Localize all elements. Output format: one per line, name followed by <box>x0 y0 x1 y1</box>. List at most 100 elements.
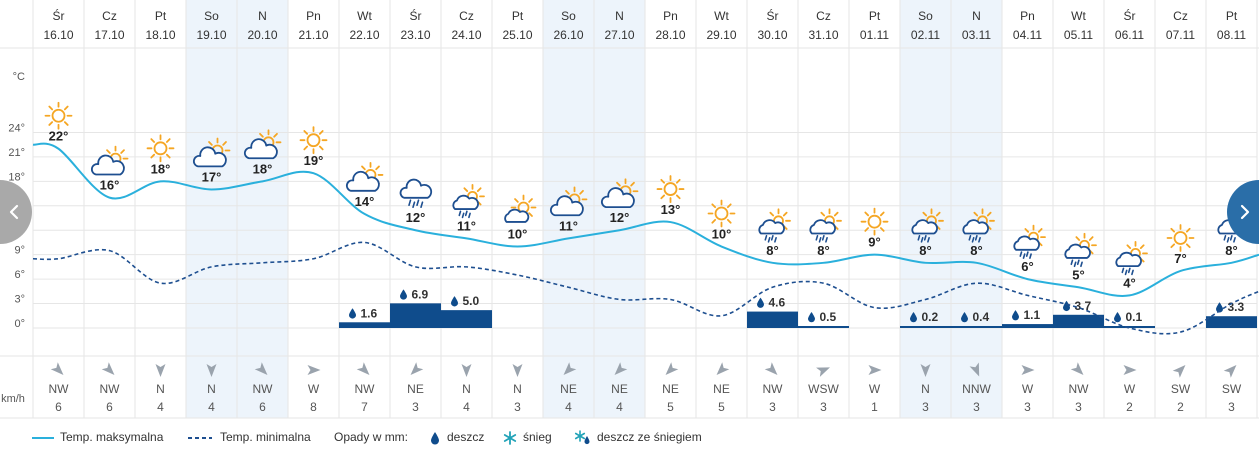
precip-value: 0.2 <box>922 310 939 324</box>
rain-drop-icon <box>451 296 458 307</box>
legend-precip-title: Opady w mm: <box>334 430 409 444</box>
cloud-icon <box>192 146 227 168</box>
weather-icon <box>962 208 995 243</box>
cloud-icon <box>1064 243 1091 259</box>
precip-bar <box>1053 314 1104 328</box>
precip-label: 0.2 <box>910 310 939 324</box>
precip-bar <box>1206 316 1257 328</box>
precip-value: 5.0 <box>463 294 480 308</box>
wind-direction: N <box>207 382 216 396</box>
weather-icon <box>860 207 889 236</box>
tmax-value: 7° <box>1174 251 1186 266</box>
precip-label: 0.4 <box>961 310 990 324</box>
weather-icon <box>707 199 736 228</box>
day-name: Pt <box>512 9 524 23</box>
y-tick-label: 24° <box>8 122 25 134</box>
wind-direction: NW <box>355 382 376 396</box>
day-name: Wt <box>714 9 729 23</box>
rain-icon <box>458 210 471 219</box>
day-date: 08.11 <box>1217 28 1246 42</box>
precip-value: 0.4 <box>973 310 990 324</box>
wind-direction-icon <box>307 365 321 375</box>
rain-icon <box>764 235 777 243</box>
cloud-icon <box>504 208 530 223</box>
sleet-icon <box>574 430 590 445</box>
weekend-column <box>237 0 288 418</box>
cloud-icon <box>600 187 635 209</box>
tmax-value: 18° <box>151 161 171 176</box>
wind-speed: 3 <box>1024 400 1031 414</box>
rain-icon <box>815 235 828 243</box>
wind-speed: 6 <box>106 400 113 414</box>
wind-direction-icon <box>816 367 830 377</box>
wind-speed: 2 <box>1126 400 1133 414</box>
day-name: Śr <box>53 8 65 23</box>
wind-speed: 4 <box>157 400 164 414</box>
weather-icon <box>504 194 537 223</box>
tmax-value: 5° <box>1072 267 1084 282</box>
day-name: Śr <box>410 8 422 23</box>
wind-direction: N <box>156 382 165 396</box>
day-date: 27.10 <box>604 28 634 42</box>
rain-drop-icon <box>757 297 764 308</box>
wind-direction: W <box>1022 382 1034 396</box>
y-tick-label: 18° <box>8 171 25 183</box>
wind-direction-icon <box>1172 365 1186 378</box>
rain-drop-icon <box>349 308 356 319</box>
day-name: Cz <box>102 9 117 23</box>
day-date: 19.10 <box>196 28 226 42</box>
wind-direction: W <box>869 382 881 396</box>
day-date: 18.10 <box>145 28 175 42</box>
day-name: Wt <box>357 9 372 23</box>
precip-label: 0.1 <box>1114 310 1143 324</box>
wind-direction-icon <box>920 364 931 377</box>
rain-drop-icon <box>1216 302 1223 313</box>
day-date: 26.10 <box>553 28 583 42</box>
wind-speed: 7 <box>361 400 368 414</box>
tmax-value: 11° <box>457 218 476 233</box>
tmax-line <box>32 142 1259 297</box>
day-name: So <box>204 9 219 23</box>
precip-value: 4.6 <box>769 296 786 310</box>
cloud-icon <box>345 170 380 192</box>
day-date: 17.10 <box>94 28 124 42</box>
wind-direction-icon <box>50 362 64 375</box>
tmax-value: 10° <box>508 227 528 242</box>
legend-tmax-swatch <box>32 437 54 439</box>
tmax-value: 8° <box>766 243 778 258</box>
rain-drop-icon <box>910 312 917 323</box>
day-date: 24.10 <box>451 28 481 42</box>
day-date: 04.11 <box>1013 28 1042 42</box>
legend: Temp. maksymalna Temp. minimalna Opady w… <box>0 422 1259 452</box>
wind-direction: W <box>1124 382 1136 396</box>
sun-icon <box>146 134 175 163</box>
day-date: 20.10 <box>247 28 277 42</box>
chevron-right-icon <box>1240 204 1250 220</box>
wind-direction: N <box>462 382 471 396</box>
wind-direction: NW <box>1069 382 1090 396</box>
precip-bar <box>1104 326 1155 328</box>
wind-direction-icon <box>1123 365 1137 375</box>
sun-icon <box>707 199 736 228</box>
rain-icon <box>1019 251 1032 259</box>
snowflake-icon <box>503 431 517 445</box>
day-name: N <box>258 9 267 23</box>
precip-value: 3.3 <box>1228 300 1245 314</box>
wind-direction: NNW <box>962 382 991 396</box>
wind-direction: NW <box>253 382 274 396</box>
precip-bar <box>390 303 441 328</box>
weather-icon <box>44 101 73 130</box>
precip-label: 1.6 <box>349 306 378 320</box>
rain-icon <box>917 235 930 243</box>
tmax-value: 16° <box>100 178 120 193</box>
y-unit-label: °C <box>13 71 25 83</box>
weekend-column <box>951 0 1002 418</box>
wind-speed: 3 <box>514 400 521 414</box>
wind-direction: NE <box>560 382 577 396</box>
tmax-value: 12° <box>610 210 630 225</box>
sun-icon <box>656 175 685 203</box>
sun-icon <box>1166 224 1195 252</box>
tmax-value: 10° <box>712 227 732 242</box>
rain-drop-icon <box>808 312 815 323</box>
cloud-icon <box>911 219 938 235</box>
